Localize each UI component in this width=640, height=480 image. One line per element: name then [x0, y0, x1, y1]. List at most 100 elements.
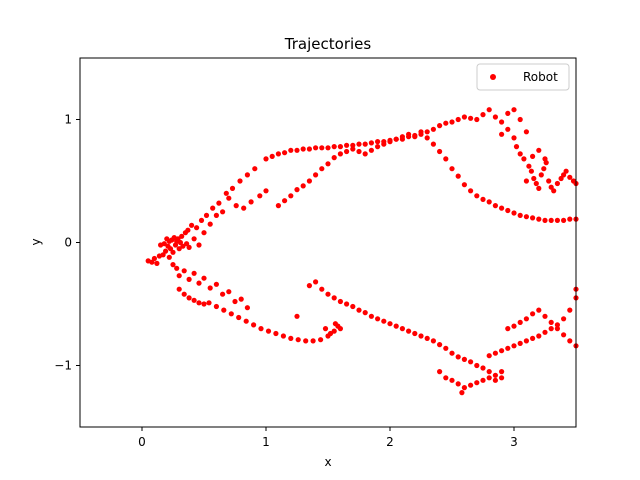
- data-point-robot: [511, 135, 517, 141]
- data-point-robot: [238, 296, 244, 302]
- data-point-robot: [375, 316, 381, 322]
- data-point-robot: [536, 147, 542, 153]
- data-point-robot: [362, 151, 368, 157]
- data-point-robot: [567, 307, 573, 313]
- data-point-robot: [499, 348, 505, 354]
- data-point-robot: [306, 146, 312, 152]
- y-axis-label: y: [29, 238, 43, 245]
- data-point-robot: [406, 328, 412, 334]
- data-point-robot: [486, 107, 492, 113]
- data-point-robot: [207, 221, 213, 227]
- data-point-robot: [288, 193, 294, 199]
- data-point-robot: [523, 316, 530, 322]
- data-point-robot: [196, 300, 202, 306]
- data-point-robot: [492, 114, 498, 120]
- data-point-robot: [375, 139, 381, 145]
- data-point-robot: [229, 185, 236, 191]
- data-point-robot: [220, 291, 226, 297]
- data-point-robot: [499, 119, 505, 125]
- data-point-robot: [243, 318, 249, 324]
- data-point-robot: [548, 319, 554, 325]
- data-point-robot: [424, 129, 430, 135]
- data-point-robot: [248, 199, 254, 205]
- x-tick-label: 0: [138, 435, 146, 449]
- data-point-robot: [449, 166, 455, 172]
- data-point-robot: [461, 114, 467, 120]
- data-point-robot: [170, 262, 176, 268]
- data-point-robot: [461, 385, 467, 391]
- data-point-robot: [387, 321, 393, 327]
- data-point-robot: [517, 116, 523, 123]
- data-point-robot: [412, 134, 418, 140]
- data-point-robot: [325, 291, 331, 297]
- data-point-robot: [319, 166, 325, 172]
- data-point-robot: [521, 156, 527, 162]
- data-point-robot: [176, 273, 182, 279]
- data-point-robot: [486, 353, 492, 359]
- data-point-robot: [486, 375, 492, 381]
- data-point-robot: [468, 359, 474, 365]
- data-point-robot: [480, 365, 486, 371]
- data-point-robot: [186, 295, 192, 301]
- data-point-robot: [201, 301, 207, 307]
- data-point-robot: [399, 134, 405, 140]
- data-point-robot: [216, 200, 222, 206]
- data-point-robot: [430, 338, 436, 344]
- data-point-robot: [327, 330, 334, 337]
- data-point-robot: [424, 335, 430, 341]
- data-point-robot: [213, 281, 219, 287]
- data-point-robot: [337, 151, 343, 157]
- data-point-robot: [461, 356, 467, 362]
- data-point-robot: [236, 314, 242, 321]
- data-point-robot: [337, 144, 343, 150]
- data-point-robot: [300, 146, 306, 152]
- data-point-robot: [561, 332, 567, 338]
- data-point-robot: [393, 323, 399, 329]
- data-point-robot: [282, 150, 288, 156]
- data-point-robot: [486, 369, 492, 375]
- data-point-robot: [430, 141, 436, 147]
- data-point-robot: [368, 140, 374, 146]
- chart-title: Trajectories: [284, 35, 372, 53]
- data-point-robot: [191, 236, 197, 242]
- data-point-robot: [189, 222, 195, 228]
- data-point-robot: [166, 254, 172, 260]
- data-point-robot: [449, 377, 455, 383]
- data-point-robot: [275, 203, 281, 209]
- data-point-robot: [280, 333, 286, 339]
- data-point-robot: [499, 131, 505, 137]
- data-point-robot: [437, 369, 443, 375]
- data-point-robot: [221, 307, 227, 313]
- data-point-robot: [530, 311, 536, 317]
- data-point-robot: [201, 230, 207, 236]
- data-point-robot: [517, 151, 523, 157]
- data-point-robot: [443, 375, 449, 381]
- data-point-robot: [310, 338, 316, 344]
- data-point-robot: [492, 203, 498, 209]
- data-point-robot: [536, 216, 542, 222]
- legend-marker-robot: [490, 74, 496, 80]
- data-point-robot: [530, 215, 536, 221]
- data-point-robot: [275, 151, 281, 157]
- data-point-robot: [542, 329, 548, 335]
- data-point-robot: [523, 214, 530, 220]
- data-point-robot: [517, 340, 523, 346]
- data-point-robot: [186, 276, 192, 282]
- data-point-robot: [461, 182, 467, 188]
- data-point-robot: [331, 144, 337, 150]
- data-point-robot: [406, 131, 412, 137]
- data-point-robot: [437, 123, 443, 129]
- x-axis-label: x: [324, 455, 331, 469]
- data-point-robot: [241, 205, 247, 211]
- data-point-robot: [517, 212, 523, 218]
- data-point-robot: [554, 217, 561, 223]
- data-point-robot: [252, 166, 258, 172]
- data-point-robot: [232, 298, 238, 305]
- data-point-robot: [356, 148, 362, 155]
- data-point-robot: [294, 313, 300, 319]
- data-point-robot: [344, 148, 350, 155]
- data-point-robot: [288, 147, 294, 153]
- data-point-robot: [251, 322, 257, 328]
- data-point-robot: [542, 156, 548, 162]
- data-point-robot: [368, 147, 374, 153]
